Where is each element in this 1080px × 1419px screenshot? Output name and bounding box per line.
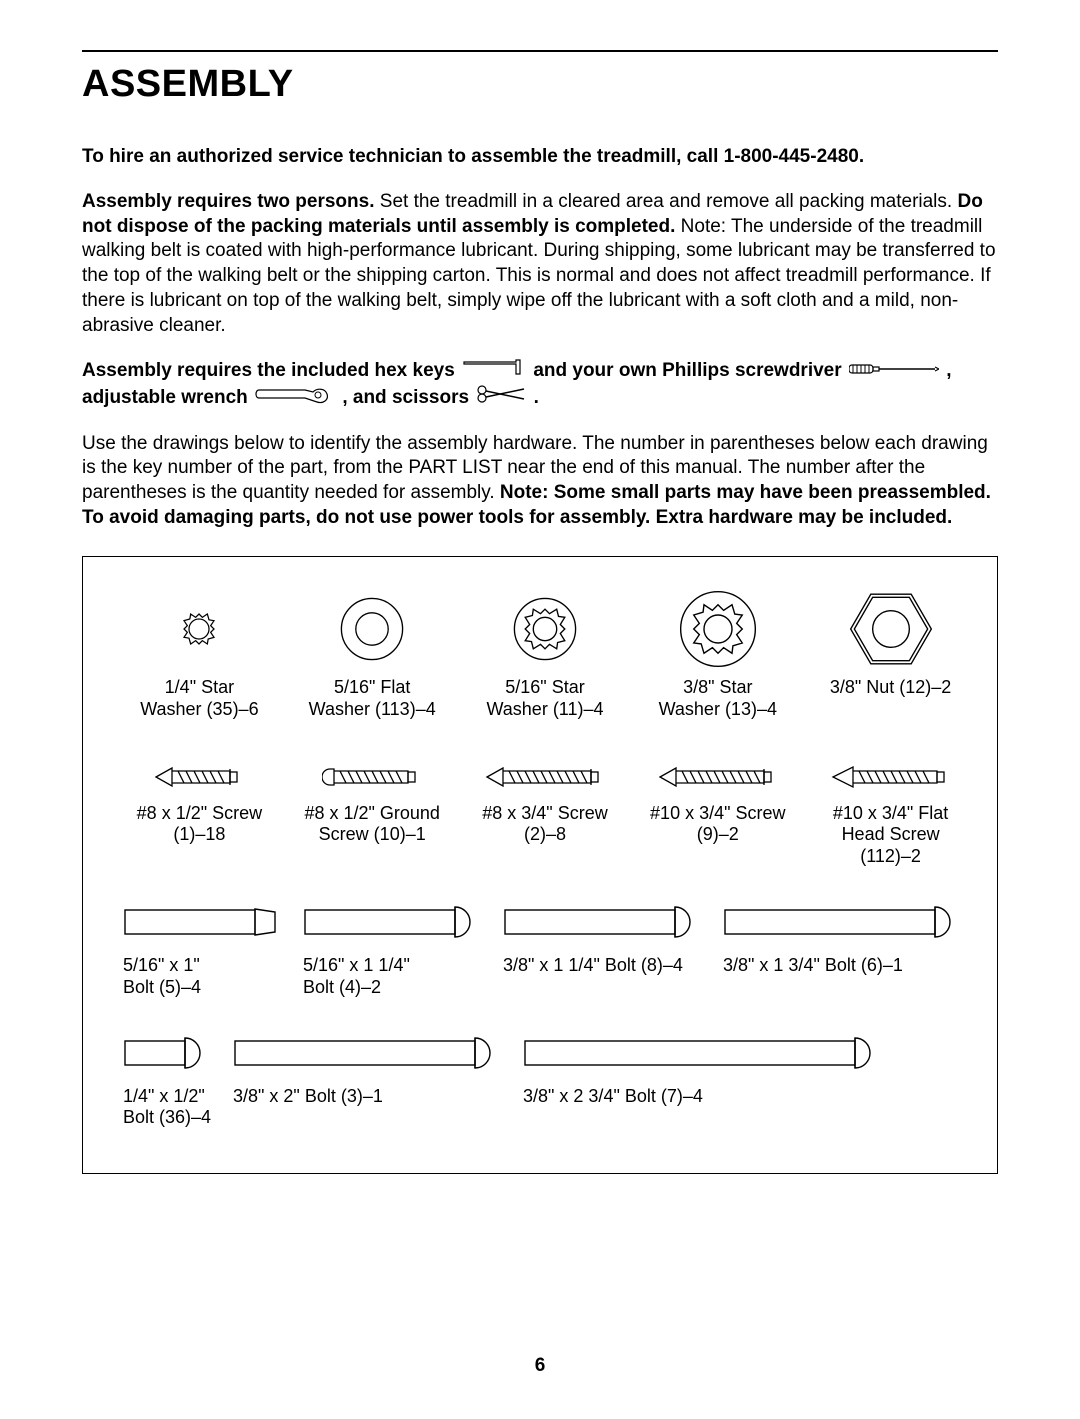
scissors-icon [476,385,526,411]
bolt-icon [523,1034,883,1080]
hw-item: 5/16" x 1 1/4"Bolt (4)–2 [303,903,483,998]
bolt-row: 5/16" x 1"Bolt (5)–4 5/16" x 1 1/4"Bolt … [123,903,967,998]
hw-item: 1/4" x 1/2"Bolt (36)–4 [123,1034,213,1129]
screw-icon [831,757,951,797]
tools-text: and your own Phillips screwdriver [533,360,847,381]
flat-washer-icon [336,587,408,671]
hw-item: 3/8" x 1 3/4" Bolt (6)–1 [723,903,963,976]
hw-item: #8 x 1/2" GroundScrew (10)–1 [296,757,449,868]
bolt-icon [303,903,483,949]
hw-item: 3/8" x 2" Bolt (3)–1 [233,1034,503,1107]
hardware-panel: 1/4" StarWasher (35)–6 5/16" FlatWasher … [82,556,998,1174]
hw-item: 5/16" StarWasher (11)–4 [469,587,622,720]
hw-label: #8 x 1/2" Screw [137,803,262,823]
hw-item: 3/8" Nut (12)–2 [814,587,967,720]
hw-label: #10 x 3/4" Screw [650,803,785,823]
assembly-paragraph: Assembly requires two persons. Set the t… [82,190,998,338]
page-title: ASSEMBLY [82,60,998,109]
hw-label: (1)–18 [173,824,225,844]
hw-label: 3/8" x 1 1/4" Bolt (8)–4 [503,955,683,977]
hw-label: 3/8" x 1 3/4" Bolt (6)–1 [723,955,903,977]
hw-label: Washer (113)–4 [309,699,436,719]
screw-icon [154,757,244,797]
screw-icon [485,757,605,797]
hw-item: 5/16" x 1"Bolt (5)–4 [123,903,283,998]
top-rule [82,50,998,52]
hw-label: (2)–8 [524,824,566,844]
hw-item: 1/4" StarWasher (35)–6 [123,587,276,720]
hw-label: 1/4" x 1/2"Bolt (36)–4 [123,1086,211,1129]
tools-text: . [534,387,539,408]
bolt-row: 1/4" x 1/2"Bolt (36)–4 3/8" x 2" Bolt (3… [123,1034,967,1129]
wrench-icon [255,384,335,412]
hw-label: 3/8" x 2" Bolt (3)–1 [233,1086,383,1108]
page: ASSEMBLY To hire an authorized service t… [0,0,1080,1419]
star-washer-small-icon [174,587,224,671]
tools-text: , and scissors [342,387,474,408]
hw-item: 3/8" x 2 3/4" Bolt (7)–4 [523,1034,883,1107]
screw-icon [322,757,422,797]
bolt-icon [123,1034,213,1080]
page-number: 6 [82,1354,998,1379]
hw-item: #8 x 1/2" Screw(1)–18 [123,757,276,868]
hw-item: #8 x 3/4" Screw(2)–8 [469,757,622,868]
screw-row: #8 x 1/2" Screw(1)–18 #8 x 1/2" GroundSc… [123,757,967,868]
hw-label: 5/16" Flat [334,677,410,697]
tools-text: Assembly requires the included hex keys [82,360,460,381]
star-washer-large-icon [676,587,760,671]
hw-label: 5/16" Star [505,677,584,697]
hw-label: Screw (10)–1 [319,824,426,844]
washer-row: 1/4" StarWasher (35)–6 5/16" FlatWasher … [123,587,967,720]
bolt-icon [233,1034,503,1080]
hw-item: #10 x 3/4" FlatHead Screw (112)–2 [814,757,967,868]
hex-key-icon [462,358,526,384]
tools-paragraph: Assembly requires the included hex keys … [82,358,998,411]
hw-label: #10 x 3/4" Flat [833,803,948,823]
hw-label: 3/8" x 2 3/4" Bolt (7)–4 [523,1086,703,1108]
bold-text: Assembly requires two persons. [82,191,375,212]
hw-label: 3/8" Nut (12)–2 [830,677,951,697]
identify-paragraph: Use the drawings below to identify the a… [82,432,998,531]
hw-item: 3/8" x 1 1/4" Bolt (8)–4 [503,903,703,976]
hw-item: 5/16" FlatWasher (113)–4 [296,587,449,720]
hw-label: 5/16" x 1"Bolt (5)–4 [123,955,201,998]
hw-label: Head Screw (112)–2 [842,824,940,866]
hw-label: 5/16" x 1 1/4"Bolt (4)–2 [303,955,410,998]
bolt-icon [123,903,283,949]
hw-label: 1/4" Star [165,677,234,697]
hw-label: Washer (11)–4 [486,699,603,719]
hw-item: #10 x 3/4" Screw(9)–2 [641,757,794,868]
bolt-icon [723,903,963,949]
hw-label: (9)–2 [697,824,739,844]
hw-label: #8 x 1/2" Ground [304,803,439,823]
star-washer-med-icon [509,587,581,671]
hw-label: Washer (35)–6 [140,699,258,719]
bolt-icon [503,903,703,949]
hw-label: Washer (13)–4 [659,699,777,719]
screw-icon [658,757,778,797]
hw-label: #8 x 3/4" Screw [482,803,607,823]
hw-label: 3/8" Star [683,677,752,697]
screwdriver-icon [849,359,939,384]
intro-line: To hire an authorized service technician… [82,145,998,170]
hex-nut-icon [847,587,935,671]
body-text: Set the treadmill in a cleared area and … [375,191,958,212]
hw-item: 3/8" StarWasher (13)–4 [641,587,794,720]
